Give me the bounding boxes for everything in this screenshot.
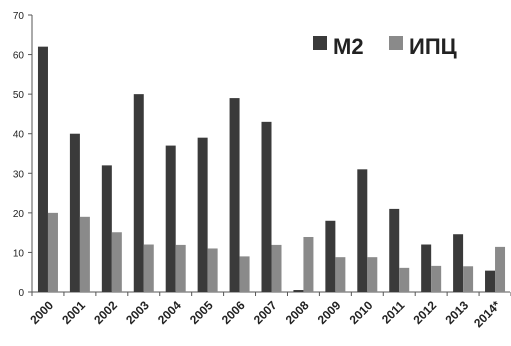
legend-label: ИПЦ	[409, 34, 457, 59]
bar-m2	[357, 169, 368, 292]
bar-m2	[197, 137, 208, 292]
bar-ipc	[175, 244, 186, 292]
x-tick-label: 2014*	[471, 298, 503, 330]
bar-ipc	[47, 212, 58, 292]
bars	[37, 46, 506, 293]
bar-m2	[293, 290, 304, 292]
bar-ipc	[495, 246, 506, 292]
bar-m2	[389, 208, 400, 292]
bar-ipc	[207, 248, 218, 292]
y-tick-label: 30	[13, 169, 25, 180]
bar-ipc	[431, 265, 442, 292]
y-tick-label: 0	[18, 288, 24, 299]
x-tick-label: 2013	[442, 298, 471, 327]
y-tick-label: 10	[13, 248, 25, 259]
bar-ipc	[111, 232, 122, 292]
bar-ipc	[143, 244, 154, 292]
x-tick-label: 2002	[91, 298, 120, 327]
bar-m2	[229, 98, 240, 292]
bar-m2	[165, 145, 176, 292]
bar-ipc	[399, 267, 410, 292]
y-tick-label: 70	[13, 11, 25, 22]
bar-m2	[101, 165, 112, 292]
x-tick-label: 2006	[219, 298, 248, 327]
bar-ipc	[335, 257, 346, 292]
legend-swatch	[313, 36, 327, 50]
bar-ipc	[303, 236, 314, 292]
x-tick-label: 2012	[411, 298, 440, 327]
x-tick-label: 2011	[379, 298, 408, 327]
bar-m2	[261, 121, 272, 292]
bar-ipc	[239, 256, 250, 292]
bar-ipc	[463, 266, 474, 292]
legend-label: М2	[333, 34, 364, 59]
x-tick-label: 2003	[123, 298, 152, 327]
x-tick-label: 2007	[251, 298, 280, 327]
bar-m2	[37, 46, 48, 293]
x-tick-label: 2009	[315, 298, 344, 327]
y-tick-label: 50	[13, 90, 25, 101]
legend-swatch	[389, 36, 403, 50]
y-tick-label: 20	[13, 209, 25, 220]
y-tick-label: 60	[13, 51, 25, 62]
bar-ipc	[271, 244, 282, 292]
bar-ipc	[367, 257, 378, 292]
bar-m2	[421, 244, 432, 292]
bar-m2	[485, 270, 496, 292]
x-tick-label: 2008	[283, 298, 312, 327]
legend: М2 ИПЦ	[313, 34, 457, 59]
bar-m2	[133, 94, 144, 293]
y-tick-label: 40	[13, 130, 25, 141]
bar-m2	[325, 220, 336, 292]
x-tick-label: 2010	[347, 298, 376, 327]
x-tick-label: 2001	[59, 298, 88, 327]
x-tick-label: 2000	[27, 298, 56, 327]
bar-ipc	[79, 216, 90, 292]
x-tick-label: 2005	[187, 298, 216, 327]
bar-m2	[453, 234, 464, 292]
bar-m2	[69, 133, 80, 292]
x-tick-label: 2004	[155, 298, 184, 327]
